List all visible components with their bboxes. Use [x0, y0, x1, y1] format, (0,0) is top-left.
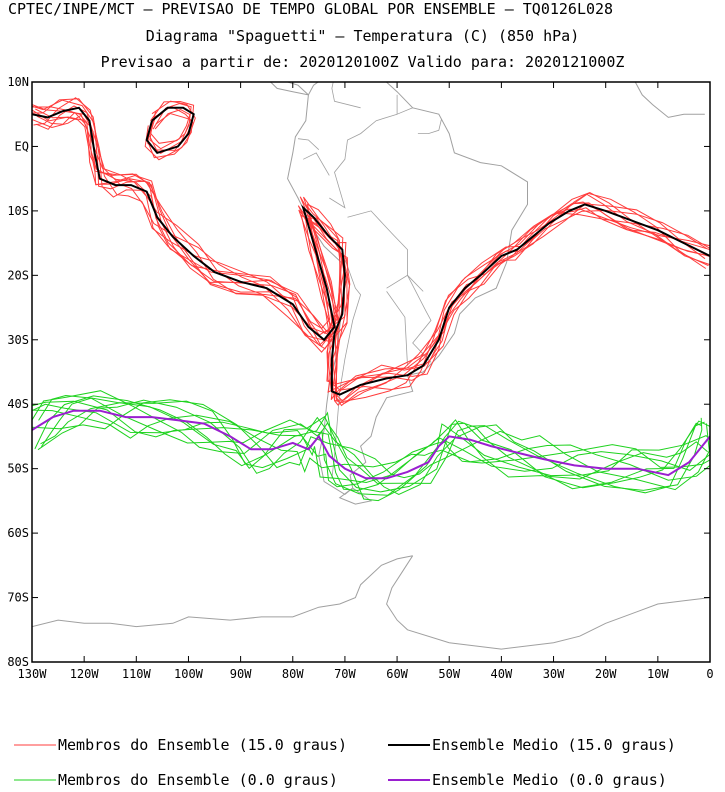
lon-label: 130W	[18, 667, 48, 681]
mean-15-contour	[145, 106, 195, 155]
coastline	[338, 487, 373, 505]
lat-label: EQ	[15, 139, 29, 153]
member-15-contour	[32, 98, 706, 391]
country-border	[386, 274, 424, 292]
member-15-contour	[36, 111, 710, 400]
lat-label: 10N	[7, 75, 29, 89]
lat-label: 50S	[7, 462, 29, 476]
lat-label: 30S	[7, 333, 29, 347]
member-15-contour	[149, 109, 191, 150]
member-15-contour	[32, 106, 710, 407]
country-border	[417, 119, 442, 134]
coastline	[634, 82, 705, 118]
lon-label: 80W	[282, 667, 304, 681]
coastline	[32, 555, 413, 628]
lon-label: 90W	[230, 667, 252, 681]
member-15-contour	[32, 114, 710, 398]
legend-members-15-label: Membros do Ensemble (15.0 graus)	[58, 736, 347, 754]
member-15-contour	[32, 109, 710, 401]
lon-label: 70W	[334, 667, 356, 681]
country-border	[331, 82, 361, 109]
coastline	[285, 82, 309, 96]
lat-label: 60S	[7, 526, 29, 540]
lon-label: 60W	[386, 667, 408, 681]
lon-label: 50W	[438, 667, 460, 681]
lon-label: 110W	[122, 667, 152, 681]
coastline	[269, 82, 309, 96]
lon-label: 40W	[491, 667, 513, 681]
lat-label: 70S	[7, 591, 29, 605]
country-border	[386, 291, 408, 366]
lat-label: 20S	[7, 268, 29, 282]
member-15-contour	[146, 100, 196, 159]
member-15-contour	[144, 100, 195, 161]
lon-label: 120W	[70, 667, 100, 681]
member-15-contour	[32, 99, 707, 403]
lon-label: 30W	[543, 667, 565, 681]
member-0-contour	[32, 400, 710, 484]
contour-lines	[32, 97, 710, 502]
lon-label: 100W	[174, 667, 204, 681]
member-0-contour	[40, 397, 702, 502]
member-15-contour	[33, 97, 707, 385]
mean-15-contour	[32, 106, 710, 396]
member-15-contour	[32, 104, 709, 404]
coastline	[267, 1, 319, 18]
country-border	[396, 94, 413, 115]
header-line-2: Diagrama "Spaguetti" — Temperatura (C) (…	[145, 27, 580, 45]
coastlines	[32, 1, 710, 650]
legend-mean-15-label: Ensemble Medio (15.0 graus)	[432, 736, 676, 754]
lat-label: 10S	[7, 204, 29, 218]
member-15-contour	[35, 108, 710, 406]
member-0-contour	[32, 403, 710, 488]
lat-label: 40S	[7, 397, 29, 411]
legend-mean-0-label: Ensemble Medio (0.0 graus)	[432, 771, 667, 789]
country-border	[329, 113, 398, 209]
lon-label: 10W	[647, 667, 669, 681]
country-border	[303, 152, 330, 176]
mean-0-contour	[32, 409, 710, 480]
lat-label: 80S	[7, 655, 29, 669]
coastline	[386, 555, 710, 650]
header-line-3: Previsao a partir de: 2020120100Z Valido…	[100, 53, 625, 71]
member-0-contour	[37, 399, 703, 496]
map-frame	[31, 81, 711, 663]
lon-label: 20W	[595, 667, 617, 681]
legend-members-0-label: Membros do Ensemble (0.0 graus)	[58, 771, 338, 789]
member-0-contour	[40, 400, 705, 494]
member-15-contour	[36, 105, 710, 393]
country-border	[297, 138, 320, 150]
header-line-1: CPTEC/INPE/MCT — PREVISAO DE TEMPO GLOBA…	[8, 0, 614, 18]
member-0-contour	[34, 395, 710, 493]
member-0-contour	[32, 399, 710, 491]
lon-label: 0	[706, 667, 713, 681]
member-0-contour	[32, 409, 710, 481]
